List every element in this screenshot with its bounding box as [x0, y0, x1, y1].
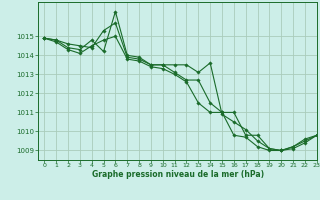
- X-axis label: Graphe pression niveau de la mer (hPa): Graphe pression niveau de la mer (hPa): [92, 170, 264, 179]
